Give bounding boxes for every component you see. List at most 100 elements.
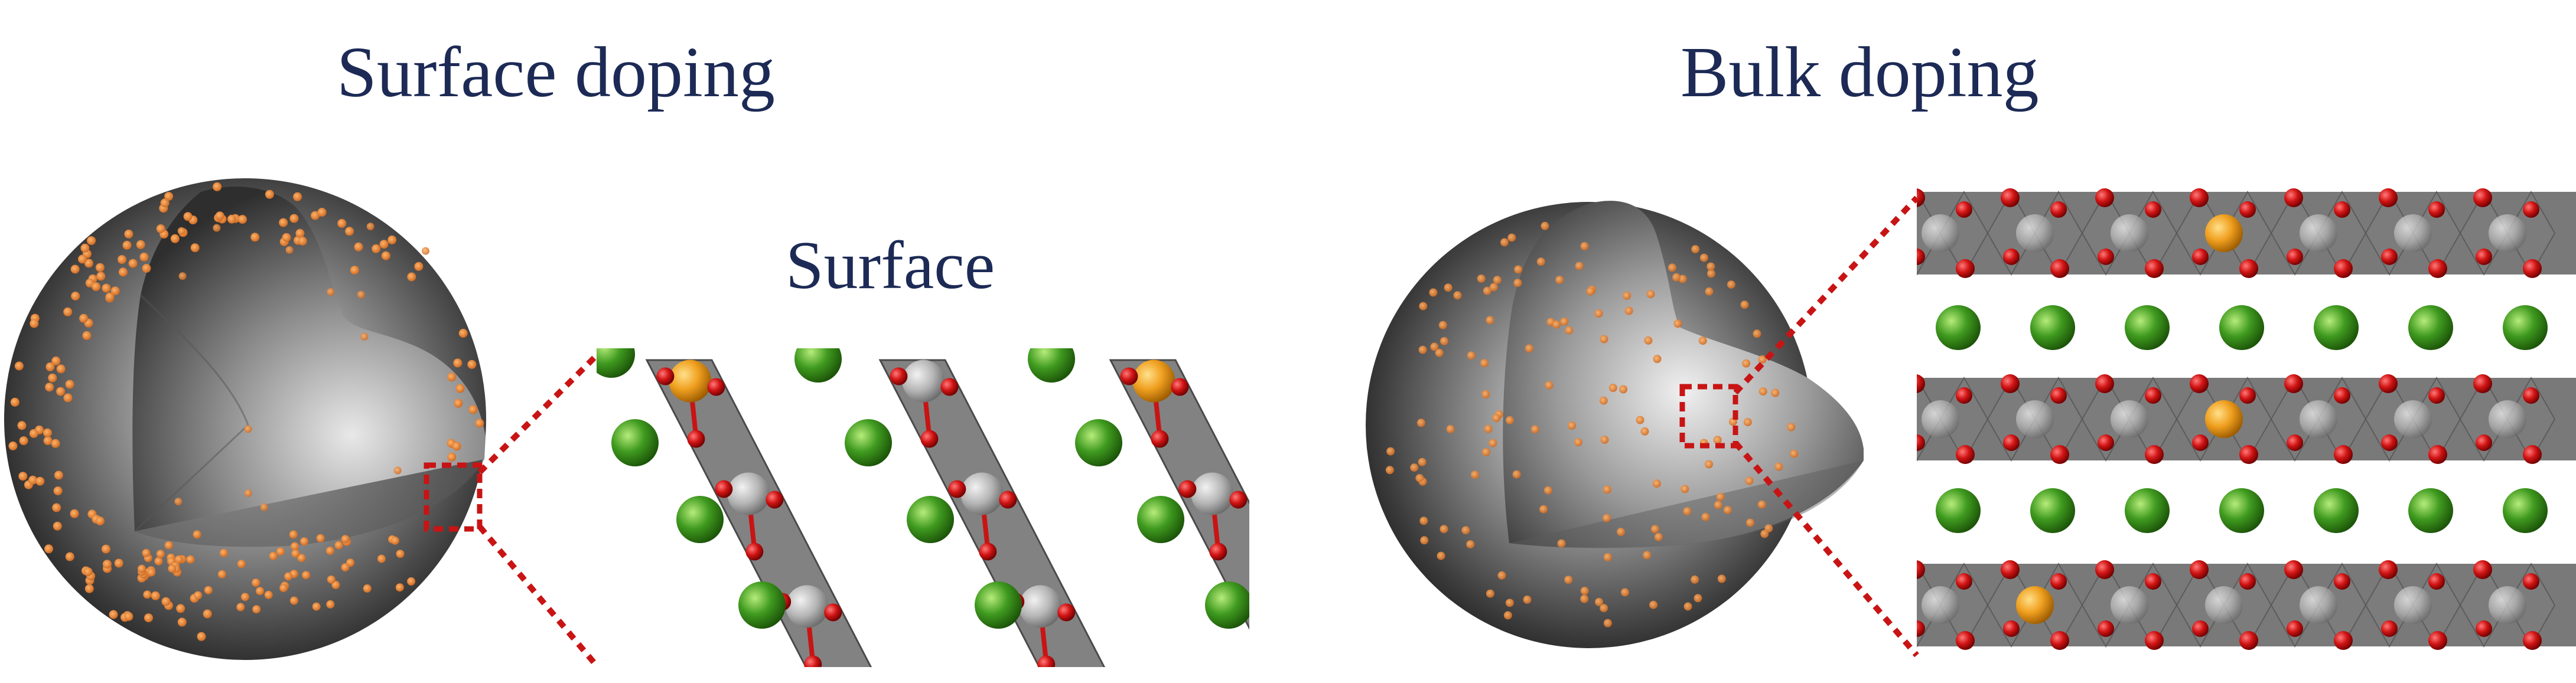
oxygen-atom [2001, 374, 2020, 393]
dopant-dot [366, 223, 374, 231]
dopant-dot [29, 429, 38, 438]
oxygen-atom [1151, 430, 1169, 448]
dopant-dot [53, 521, 62, 531]
oxygen-atom [2428, 201, 2445, 218]
dopant-dot [14, 361, 24, 371]
zoom-line-top [477, 352, 600, 475]
dopant-atom [669, 360, 712, 403]
dopant-dot [1714, 501, 1722, 509]
oxygen-atom [2239, 573, 2256, 590]
surface-inset-label: Surface [786, 228, 995, 303]
dopant-dot [178, 272, 187, 280]
dopant-dot [1650, 525, 1659, 534]
dopant-dot [1595, 597, 1603, 606]
oxygen-atom [2523, 259, 2542, 278]
oxygen-atom [2050, 387, 2067, 404]
dopant-dot [282, 233, 291, 242]
oxygen-atom [2190, 188, 2209, 207]
dopant-dot [151, 591, 160, 600]
dopant-dot [1503, 611, 1512, 620]
oxygen-atom [2145, 387, 2161, 404]
lithium-atom [1205, 581, 1249, 629]
lithium-atom [2219, 305, 2264, 350]
oxygen-atom [1917, 374, 1925, 393]
dopant-dot [1608, 384, 1617, 392]
dopant-dot [289, 530, 298, 539]
dopant-dot [63, 307, 73, 316]
dopant-dot [458, 329, 468, 338]
oxygen-atom [1229, 491, 1248, 509]
dopant-dot [213, 182, 222, 191]
dopant-dot [1742, 359, 1751, 368]
dopant-dot [177, 617, 187, 627]
oxygen-atom [2145, 573, 2161, 590]
dopant-dot [183, 212, 193, 221]
oxygen-atom [2379, 374, 2398, 393]
dopant-dot [164, 192, 174, 201]
oxygen-atom [1917, 560, 1925, 579]
metal-atom [2111, 586, 2148, 624]
oxygen-atom [656, 367, 675, 385]
dopant-dot [327, 288, 335, 296]
dopant-dot [44, 544, 53, 554]
dopant-dot [1740, 300, 1749, 309]
oxygen-atom [2001, 188, 2020, 207]
zoom-box [424, 462, 483, 532]
dopant-dot [19, 436, 28, 446]
dopant-dot [1580, 242, 1589, 250]
zoom-line-bottom [1733, 440, 1919, 658]
oxygen-atom [1917, 249, 1925, 265]
dopant-dot [1771, 388, 1780, 397]
zoom-box [1679, 384, 1738, 449]
dopant-dot [168, 564, 177, 573]
oxygen-atom [2523, 387, 2539, 404]
dopant-dot [1600, 604, 1608, 613]
oxygen-atom [2098, 434, 2114, 451]
oxygen-atom [2381, 249, 2398, 265]
dopant-dot [227, 214, 236, 224]
dopant-dot [84, 259, 93, 268]
dopant-dot [326, 600, 335, 609]
dopant-dot [18, 472, 28, 481]
oxygen-atom [1956, 445, 1975, 464]
dopant-dot [1701, 512, 1710, 521]
dopant-dot [341, 535, 350, 544]
metal-atom [1191, 472, 1234, 515]
oxygen-atom [2095, 188, 2114, 207]
dopant-dot [124, 230, 133, 238]
dopant-dot [265, 189, 274, 199]
oxygen-atom [2523, 631, 2542, 650]
oxygen-atom [1178, 480, 1197, 498]
dopant-dot [1437, 551, 1445, 560]
dopant-dot [1673, 319, 1682, 328]
dopant-dot [454, 398, 463, 408]
dopant-dot [1580, 586, 1589, 595]
oxygen-atom [2428, 573, 2445, 590]
dopant-dot [1466, 540, 1475, 549]
dopant-dot [8, 441, 18, 450]
dopant-dot [194, 591, 203, 600]
dopant-dot [114, 558, 123, 568]
dopant-dot [1481, 447, 1490, 456]
oxygen-atom [2239, 259, 2258, 278]
dopant-dot [337, 218, 347, 228]
dopant-dot [379, 240, 389, 249]
dopant-dot [17, 421, 27, 430]
dopant-dot [285, 246, 294, 254]
dopant-dot [453, 358, 463, 368]
oxygen-atom [2523, 201, 2539, 218]
bulk-structure [1917, 188, 2576, 650]
dopant-dot [35, 476, 45, 486]
oxygen-atom [2003, 620, 2020, 637]
lithium-atom [2125, 488, 2170, 533]
dopant-dot [124, 612, 133, 621]
dopant-dot [84, 584, 94, 593]
metal-atom [2489, 214, 2526, 252]
cut-face [132, 187, 486, 531]
oxygen-atom [1917, 620, 1925, 637]
dopant-dot [381, 251, 390, 260]
oxygen-atom [2523, 445, 2542, 464]
metal-atom [902, 360, 945, 403]
metal-atom [2394, 400, 2432, 438]
